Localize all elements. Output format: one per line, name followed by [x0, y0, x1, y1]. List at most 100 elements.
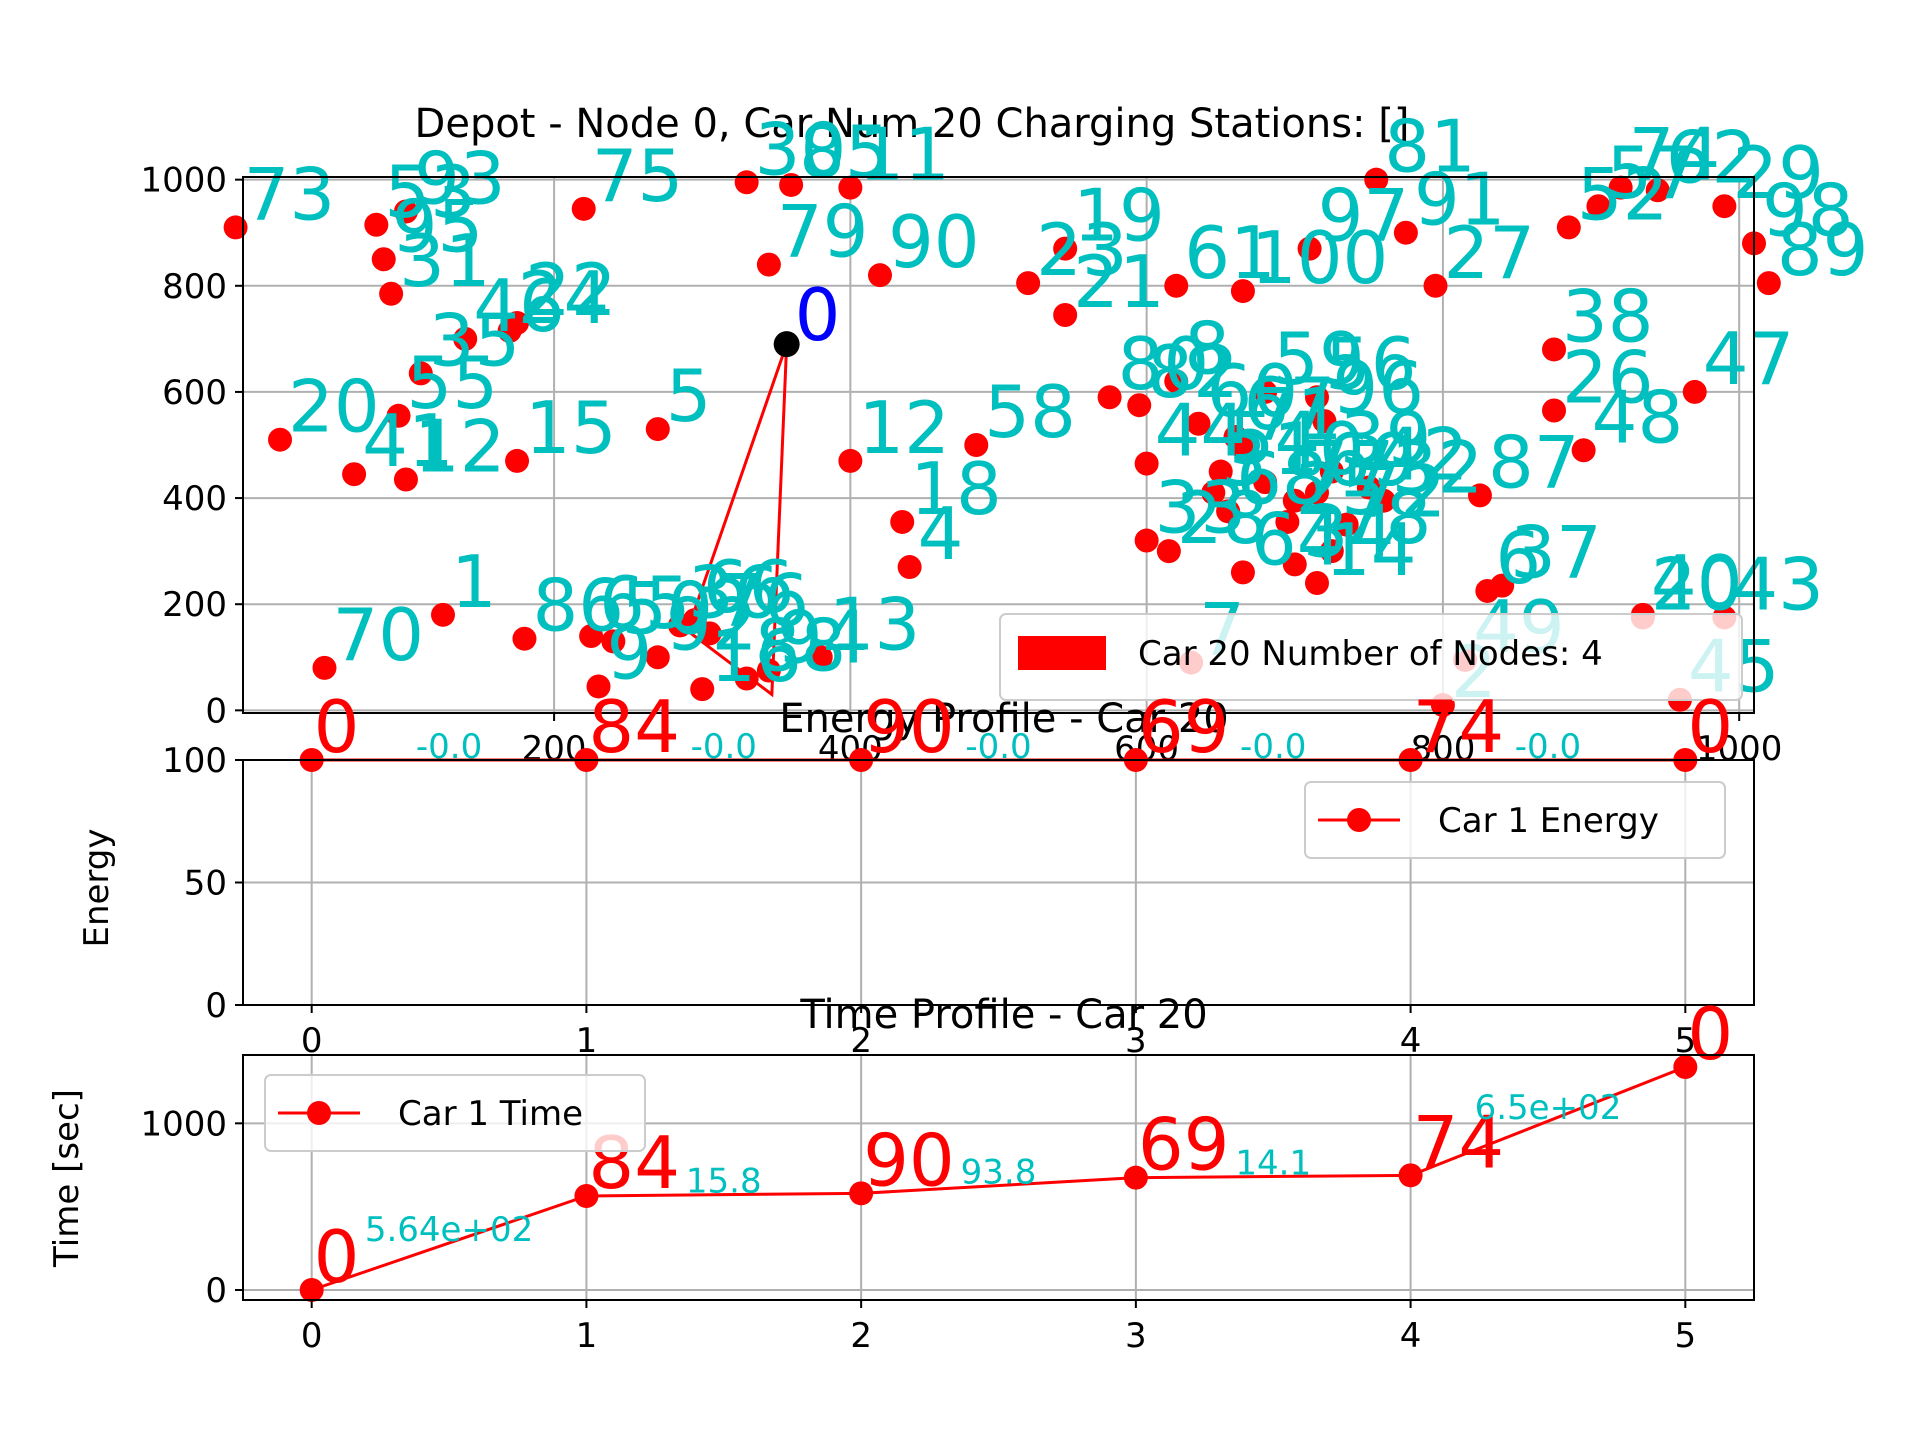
node-label: 40 — [1651, 540, 1743, 624]
node-label: 93 — [414, 136, 506, 220]
node-label: 27 — [1444, 211, 1536, 295]
stop-node-label: 74 — [1413, 685, 1505, 769]
node-point — [1645, 178, 1670, 203]
node-point — [512, 626, 537, 651]
node-point — [312, 655, 337, 680]
energy-legend-label: Car 1 Energy — [1438, 801, 1659, 841]
node-label: 37 — [1510, 511, 1602, 595]
node-point — [1586, 194, 1611, 219]
node-point — [1304, 385, 1329, 410]
x-tick-label: 0 — [301, 1316, 323, 1356]
node-label: 52 — [1577, 152, 1669, 236]
node-label: 9 — [607, 611, 653, 695]
x-tick-label: 4 — [1400, 1021, 1422, 1061]
node-point — [1319, 539, 1344, 564]
route-map-axes-frame — [242, 176, 1755, 714]
node-point — [1608, 175, 1633, 200]
node-label: 55 — [407, 341, 499, 425]
node-label: 92 — [666, 582, 758, 666]
node-point — [1297, 236, 1322, 261]
x-tick-label: 5 — [1674, 1021, 1696, 1061]
stop-node-label: 69 — [1138, 1103, 1230, 1187]
node-label: 13 — [829, 582, 921, 666]
node-label: 3 — [1221, 418, 1267, 502]
node-point — [1134, 528, 1159, 553]
node-label: 44 — [1155, 389, 1247, 473]
map-y-tick-label: 0 — [205, 691, 227, 731]
node-label: 95 — [392, 184, 484, 268]
depot-marker — [773, 331, 800, 358]
node-point — [571, 196, 596, 221]
time-legend-label: Car 1 Time — [398, 1094, 583, 1134]
node-label: 88 — [755, 604, 847, 688]
node-point — [1230, 560, 1255, 585]
node-point — [1371, 488, 1396, 513]
node-label: 33 — [1155, 466, 1247, 550]
node-label: 1 — [451, 540, 497, 624]
node-label: 20 — [288, 365, 380, 449]
node-label: 71 — [1251, 373, 1343, 457]
node-point — [1712, 194, 1737, 219]
series-point — [849, 1181, 874, 1206]
node-label: 28 — [1177, 476, 1269, 560]
node-point — [1156, 539, 1181, 564]
node-label: 82 — [1147, 330, 1239, 414]
map-y-tick-label: 1000 — [140, 161, 227, 201]
node-label: 58 — [984, 370, 1076, 454]
node-point — [453, 326, 478, 351]
x-tick-label: 2 — [850, 1316, 872, 1356]
node-point — [1253, 379, 1278, 404]
node-point — [1756, 271, 1781, 296]
stop-node-label: 0 — [314, 685, 360, 769]
node-label: 31 — [399, 219, 491, 303]
stop-node-label: 90 — [863, 685, 955, 769]
time-legend-marker — [307, 1101, 331, 1125]
energy-legend-marker — [1347, 808, 1371, 832]
node-point — [1164, 369, 1189, 394]
node-point — [1282, 552, 1307, 577]
node-label: 64 — [1251, 497, 1343, 581]
node-point — [379, 281, 404, 306]
node-label: 29 — [1732, 131, 1824, 215]
node-label: 69 — [1325, 418, 1417, 502]
stop-node-label: 69 — [1138, 685, 1230, 769]
node-point — [897, 555, 922, 580]
node-point — [386, 403, 411, 428]
segment-value-label: 93.8 — [961, 1153, 1037, 1193]
node-point — [1134, 451, 1159, 476]
node-point — [1275, 509, 1300, 534]
node-label: 14 — [1325, 508, 1417, 592]
node-label: 85 — [799, 110, 891, 194]
node-label: 60 — [1206, 349, 1298, 433]
node-point — [268, 427, 293, 452]
series-point — [299, 1278, 324, 1302]
node-label: 56 — [1325, 322, 1417, 406]
node-label: 67 — [1244, 362, 1336, 446]
node-point — [838, 175, 863, 200]
node-label: 24 — [518, 256, 610, 340]
node-label: 6 — [1495, 516, 1541, 600]
node-point — [1556, 215, 1581, 240]
node-point — [756, 252, 781, 277]
node-label: 70 — [332, 593, 424, 677]
node-label: 42 — [1377, 412, 1469, 496]
node-point — [1364, 167, 1389, 192]
node-point — [1304, 480, 1329, 505]
node-label: 38 — [1562, 274, 1654, 358]
node-point — [408, 361, 433, 386]
node-label: 22 — [525, 248, 617, 332]
node-label: 18 — [910, 447, 1002, 531]
energy-axes-frame — [242, 759, 1755, 1006]
time-axes-frame — [242, 1054, 1755, 1301]
node-point — [1230, 279, 1255, 304]
node-point — [1682, 379, 1707, 404]
node-label: 36 — [688, 550, 780, 634]
segment-value-label: 15.8 — [686, 1162, 762, 1202]
x-tick-label: 3 — [1125, 1021, 1147, 1061]
node-point — [1186, 411, 1211, 436]
node-point — [779, 172, 804, 197]
node-point — [867, 263, 892, 288]
node-point — [1164, 273, 1189, 298]
node-point — [430, 602, 455, 627]
